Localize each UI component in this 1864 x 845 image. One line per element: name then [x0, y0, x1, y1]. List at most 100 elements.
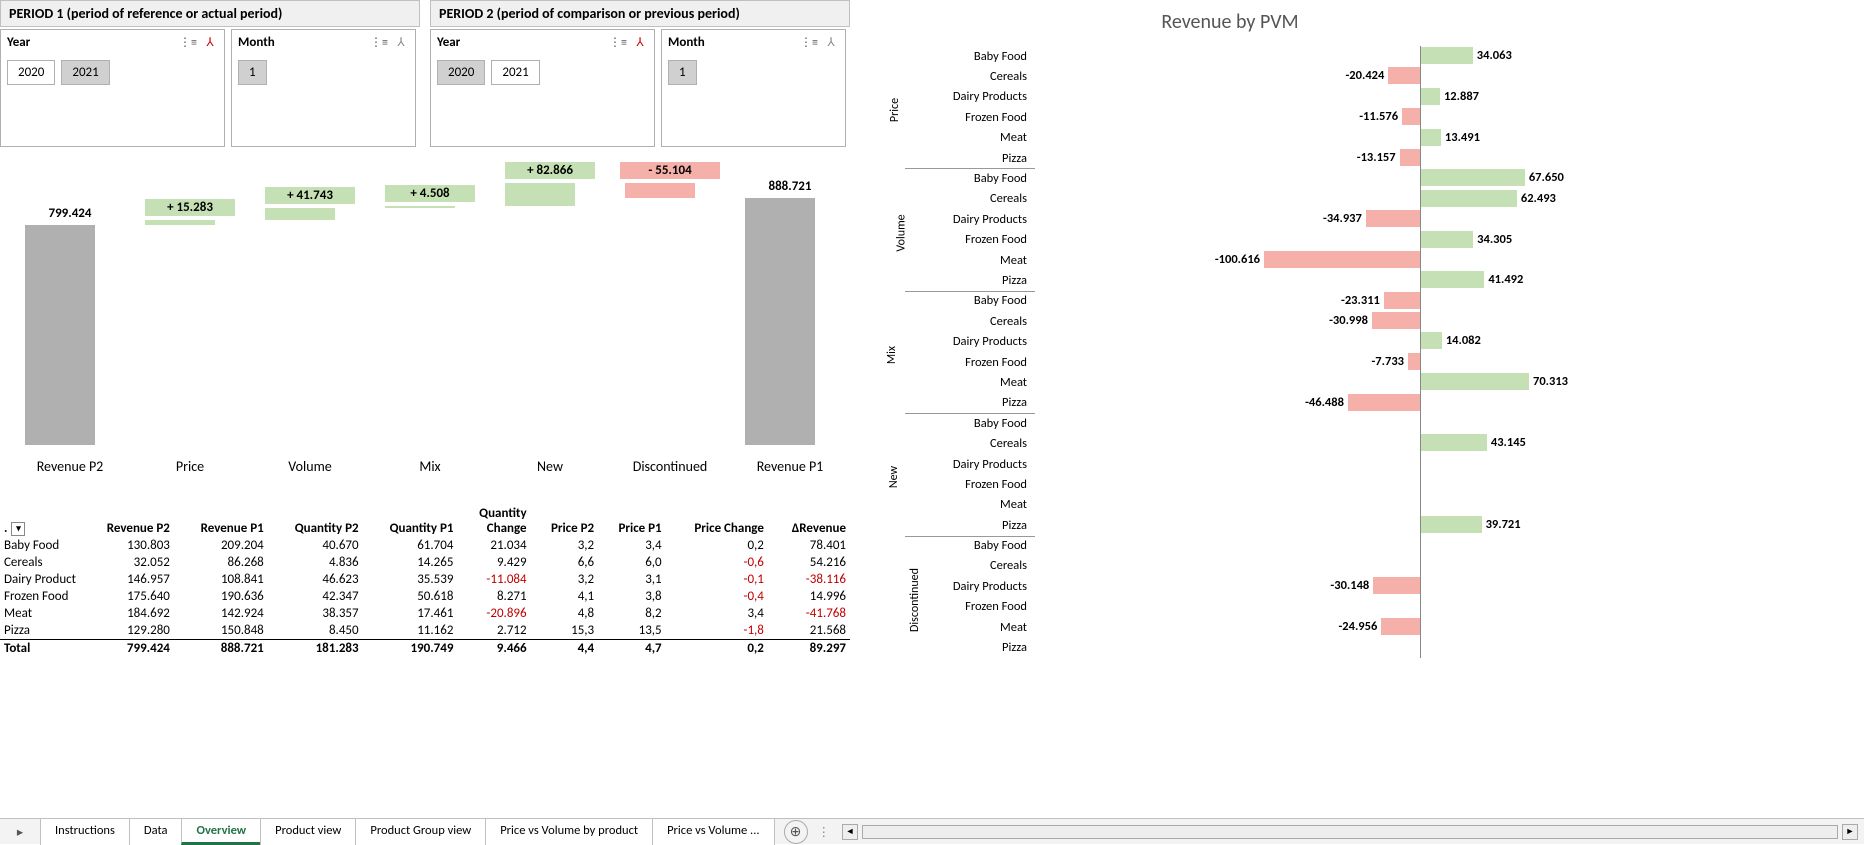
- slicer-item[interactable]: 1: [238, 60, 267, 85]
- pvm-bar-zone: -30.148: [1035, 576, 1555, 596]
- table-row[interactable]: Pizza129.280150.8488.45011.1622.71215,31…: [0, 622, 850, 640]
- pivot-header[interactable]: QuantityChange: [457, 505, 530, 537]
- slicer-item[interactable]: 2020: [437, 60, 485, 85]
- multiselect-icon[interactable]: ⋮≡: [371, 34, 387, 50]
- pvm-category-label: Baby Food: [905, 293, 1035, 308]
- waterfall-axis-label: New: [490, 458, 610, 475]
- pvm-bar-zone: -24.956: [1035, 617, 1555, 637]
- pvm-row: Meat: [905, 495, 1555, 515]
- sheet-tab[interactable]: Data: [129, 819, 183, 845]
- pvm-bar-zone: [1035, 637, 1555, 657]
- pvm-bar: [1384, 292, 1420, 309]
- sheet-tab[interactable]: Price vs Volume by product: [485, 819, 653, 845]
- pvm-value-label: 39.721: [1486, 517, 1521, 532]
- slicer-item[interactable]: 2020: [7, 60, 55, 85]
- pvm-category-label: Baby Food: [905, 538, 1035, 553]
- pivot-header[interactable]: Price P2: [531, 505, 599, 537]
- table-row[interactable]: Meat184.692142.92438.35717.461-20.8964,8…: [0, 605, 850, 622]
- cell: 42.347: [268, 588, 363, 605]
- pvm-row: Meat13.491: [905, 128, 1555, 148]
- clear-filter-icon[interactable]: ⅄: [632, 34, 648, 50]
- waterfall-axis-label: Revenue P2: [10, 458, 130, 475]
- tab-nav-prev[interactable]: ▸: [0, 824, 40, 840]
- scroll-right-button[interactable]: ►: [1842, 824, 1858, 840]
- pivot-header[interactable]: Revenue P2: [80, 505, 174, 537]
- slicer-item[interactable]: 1: [668, 60, 697, 85]
- waterfall-column: + 4.508Mix: [370, 170, 490, 445]
- pvm-value-label: -34.937: [1323, 211, 1362, 226]
- pivot-header[interactable]: Quantity P1: [363, 505, 458, 537]
- add-sheet-button[interactable]: ⊕: [784, 820, 808, 844]
- pvm-value-label: 67.650: [1529, 170, 1564, 185]
- waterfall-column: + 41.743Volume: [250, 170, 370, 445]
- pivot-header[interactable]: ΔRevenue: [768, 505, 850, 537]
- cell: 9.466: [457, 640, 530, 658]
- cell: -0,4: [666, 588, 768, 605]
- table-row[interactable]: Dairy Product146.957108.84146.62335.539-…: [0, 571, 850, 588]
- period2-month-slicer[interactable]: Month ⋮≡ ⅄ 1: [661, 29, 846, 147]
- row-label: Dairy Product: [0, 571, 80, 588]
- cell: 3,1: [598, 571, 666, 588]
- period1-year-items: 20202021: [1, 54, 224, 91]
- slicer-item[interactable]: 2021: [61, 60, 109, 85]
- waterfall-axis-label: Mix: [370, 458, 490, 475]
- cell: 175.640: [80, 588, 174, 605]
- cell: 129.280: [80, 622, 174, 640]
- pivot-header[interactable]: Quantity P2: [268, 505, 363, 537]
- waterfall-bars: 799.424Revenue P2+ 15.283Price+ 41.743Vo…: [10, 170, 860, 445]
- cell: 130.803: [80, 537, 174, 554]
- horizontal-scrollbar[interactable]: ◄ ►: [836, 824, 1864, 840]
- table-row[interactable]: Frozen Food175.640190.63642.34750.6188.2…: [0, 588, 850, 605]
- scroll-left-button[interactable]: ◄: [842, 824, 858, 840]
- sheet-tab[interactable]: Product view: [260, 819, 356, 845]
- period1-month-slicer[interactable]: Month ⋮≡ ⅄ 1: [231, 29, 416, 147]
- cell: 86.268: [174, 554, 268, 571]
- cell: 15,3: [531, 622, 599, 640]
- period2-month-items: 1: [662, 54, 845, 91]
- clear-filter-icon[interactable]: ⅄: [393, 34, 409, 50]
- table-row[interactable]: Cereals32.05286.2684.83614.2659.4296,66,…: [0, 554, 850, 571]
- pvm-value-label: 12.887: [1444, 89, 1479, 104]
- pvm-category-label: Baby Food: [905, 416, 1035, 431]
- pvm-row: Dairy Products-34.937: [905, 209, 1555, 229]
- table-row[interactable]: Baby Food130.803209.20440.67061.70421.03…: [0, 537, 850, 554]
- sheet-tab[interactable]: Instructions: [40, 819, 130, 845]
- pvm-bar: [1420, 516, 1482, 533]
- pvm-bar-zone: -34.937: [1035, 209, 1555, 229]
- cell: 4,8: [531, 605, 599, 622]
- sheet-tab[interactable]: Price vs Volume ...: [652, 819, 774, 845]
- pvm-bar: [1420, 373, 1529, 390]
- clear-filter-icon[interactable]: ⅄: [202, 34, 218, 50]
- row-label: Meat: [0, 605, 80, 622]
- multiselect-icon[interactable]: ⋮≡: [180, 34, 196, 50]
- multiselect-icon[interactable]: ⋮≡: [610, 34, 626, 50]
- pvm-value-label: -100.616: [1215, 252, 1260, 267]
- pvm-bar-zone: [1035, 495, 1555, 515]
- multiselect-icon[interactable]: ⋮≡: [801, 34, 817, 50]
- pvm-category-label: Meat: [905, 375, 1035, 390]
- sheet-tab[interactable]: Overview: [181, 819, 261, 845]
- cell: 0,2: [666, 640, 768, 658]
- pvm-category-label: Pizza: [905, 273, 1035, 288]
- pvm-row: Frozen Food: [905, 474, 1555, 494]
- pivot-header[interactable]: Revenue P1: [174, 505, 268, 537]
- slicer-item[interactable]: 2021: [491, 60, 539, 85]
- pvm-chart: Revenue by PVM Baby Food34.063Cereals-20…: [905, 10, 1555, 658]
- pvm-row: Cereals: [905, 556, 1555, 576]
- period2-year-slicer[interactable]: Year ⋮≡ ⅄ 20202021: [430, 29, 655, 147]
- pivot-header[interactable]: Price P1: [598, 505, 666, 537]
- pivot-corner[interactable]: .▾: [0, 505, 80, 537]
- scroll-track[interactable]: [862, 825, 1838, 839]
- cell: 4,7: [598, 640, 666, 658]
- cell: 799.424: [80, 640, 174, 658]
- cell: -0,6: [666, 554, 768, 571]
- pvm-category-label: Frozen Food: [905, 110, 1035, 125]
- pvm-row: Frozen Food-7.733: [905, 352, 1555, 372]
- pvm-bar: [1372, 312, 1420, 329]
- sheet-tab[interactable]: Product Group view: [355, 819, 486, 845]
- dropdown-icon[interactable]: ▾: [11, 522, 25, 536]
- pivot-header[interactable]: Price Change: [666, 505, 768, 537]
- period1-year-slicer[interactable]: Year ⋮≡ ⅄ 20202021: [0, 29, 225, 147]
- clear-filter-icon[interactable]: ⅄: [823, 34, 839, 50]
- pivot-body: Baby Food130.803209.20440.67061.70421.03…: [0, 537, 850, 657]
